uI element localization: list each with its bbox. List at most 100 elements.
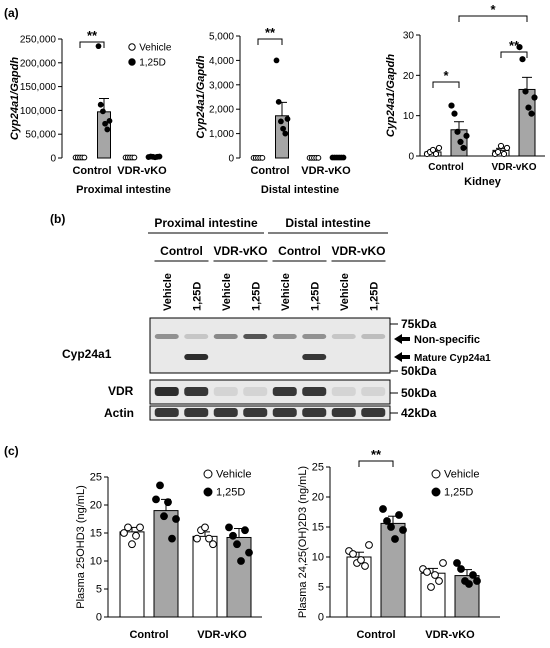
data-point-1,25D — [531, 94, 538, 101]
blot-subgroup-label: Control — [278, 244, 321, 258]
data-point-1,25D — [340, 154, 347, 161]
bar-Vehicle-VDR-vKO — [192, 535, 218, 618]
data-point-1,25D — [457, 138, 464, 145]
significance-bracket — [358, 460, 394, 467]
arrow-icon — [394, 334, 410, 344]
x-axis-label: Distal intestine — [261, 184, 339, 196]
significance-bracket — [500, 51, 528, 58]
y-tick-label: 0 — [96, 612, 102, 624]
data-point-1,25D — [237, 557, 245, 565]
category-label: Control — [72, 165, 111, 177]
y-tick-label: 5 — [96, 584, 102, 596]
band-vdr — [213, 387, 238, 396]
data-point-1,25D — [528, 110, 535, 117]
panel-label-a: (a) — [4, 6, 19, 20]
data-point-Vehicle — [349, 550, 357, 558]
band-nonspecific — [272, 334, 297, 339]
legend: Vehicle 1,25D — [128, 42, 172, 68]
significance-label: * — [490, 2, 496, 17]
y-tick-label: 15 — [90, 528, 102, 540]
y-axis-label: Plasma 24,25(OH)2D3 (ng/mL) — [297, 466, 309, 618]
y-tick-label: 4,000 — [209, 56, 234, 67]
y-tick-label: 0 — [318, 612, 324, 624]
category-label: VDR-vKO — [491, 162, 536, 173]
data-point-1,25D — [95, 43, 102, 50]
data-point-1,25D — [282, 130, 289, 137]
y-tick-label: 0 — [228, 154, 234, 165]
data-point-1,25D — [106, 117, 113, 124]
data-point-1,25D — [395, 511, 403, 519]
band-mature-cyp24a1 — [184, 354, 209, 360]
band-nonspecific — [331, 334, 356, 339]
legend-label-vehicle: Vehicle — [139, 42, 172, 53]
data-point-Vehicle — [423, 568, 431, 576]
band-actin — [213, 408, 238, 417]
blot-row-label: Cyp24a1 — [62, 347, 112, 361]
y-tick-label: 10 — [312, 552, 324, 564]
band-actin — [272, 408, 297, 417]
data-point-Vehicle — [435, 144, 443, 152]
y-tick-label: 250,000 — [20, 35, 57, 46]
data-point-1,25D — [453, 559, 461, 567]
legend-marker-vehicle — [203, 469, 213, 479]
category-label: VDR-vKO — [301, 165, 351, 177]
band-vdr — [243, 387, 268, 396]
data-point-Vehicle — [120, 529, 128, 537]
significance-label: ** — [87, 28, 98, 43]
data-point-1,25D — [168, 534, 176, 543]
legend-marker-treated — [128, 58, 136, 66]
band-actin — [154, 408, 179, 417]
y-tick-label: 25 — [312, 462, 324, 474]
data-point-1,25D — [275, 98, 282, 105]
y-axis-label: Cyp24a1/Gapdh — [195, 55, 207, 138]
blot-group-label: Proximal intestine — [154, 216, 258, 230]
data-point-1,25D — [519, 56, 526, 63]
legend-marker-vehicle — [128, 43, 136, 51]
band-nonspecific — [302, 334, 327, 339]
data-point-1,25D — [156, 153, 163, 160]
data-point-1,25D — [104, 126, 111, 133]
data-point-1,25D — [465, 580, 473, 588]
blot-lane-label: Vehicle — [221, 273, 233, 311]
blot-lane-label: 1,25D — [309, 282, 321, 311]
category-label: Control — [129, 629, 168, 641]
significance-label: ** — [265, 25, 276, 40]
legend-marker-vehicle — [431, 469, 441, 479]
marker-label: 50kDa — [401, 364, 437, 378]
band-actin — [243, 408, 268, 417]
marker-label: 75kDa — [401, 317, 437, 331]
significance-bracket — [257, 38, 283, 45]
data-point-Vehicle — [427, 583, 435, 591]
bar-1,25D-Control — [153, 510, 179, 618]
data-point-1,25D — [448, 102, 455, 109]
data-point-1,25D — [241, 526, 249, 535]
legend-label-vehicle: Vehicle — [444, 469, 479, 481]
y-tick-label: 5,000 — [209, 32, 234, 43]
band-nonspecific — [184, 334, 209, 339]
category-label: Control — [356, 629, 395, 641]
y-tick-label: 10 — [90, 556, 102, 568]
y-axis-label: Cyp24a1/Gapdh — [385, 54, 397, 137]
data-point-1,25D — [516, 44, 523, 51]
blot-subgroup-label: Control — [160, 244, 203, 258]
data-point-Vehicle — [193, 534, 201, 543]
band-vdr — [272, 387, 297, 396]
data-point-Vehicle — [435, 577, 443, 585]
blot-lane-label: 1,25D — [368, 282, 380, 311]
blot-lane-label: 1,25D — [191, 282, 203, 311]
legend-marker-treated — [431, 487, 441, 497]
y-tick-label: 50,000 — [25, 130, 56, 141]
data-point-1,25D — [156, 481, 164, 490]
data-point-Vehicle — [124, 523, 132, 532]
data-point-Vehicle — [209, 540, 217, 549]
x-axis-label: Proximal intestine — [76, 184, 171, 196]
blot-lane-label: 1,25D — [250, 282, 262, 311]
data-point-1,25D — [229, 531, 237, 540]
y-tick-label: 2,000 — [209, 105, 234, 116]
data-point-1,25D — [460, 144, 467, 152]
data-point-Vehicle — [201, 523, 209, 532]
data-point-Vehicle — [315, 154, 322, 161]
band-actin — [331, 408, 356, 417]
data-point-Vehicle — [432, 150, 440, 158]
